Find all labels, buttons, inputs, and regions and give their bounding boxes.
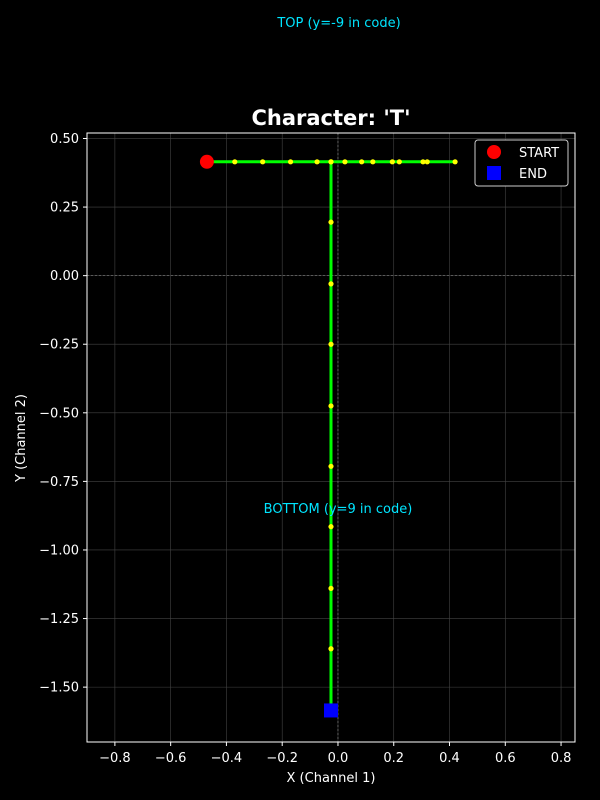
- y-tick-label: 0.00: [50, 269, 79, 284]
- stroke-point: [287, 159, 294, 165]
- x-tick-label: 0.6: [495, 751, 516, 766]
- y-tick-label: −1.25: [39, 612, 79, 627]
- y-tick-label: −0.50: [39, 406, 79, 421]
- stroke-point: [396, 159, 402, 165]
- legend-start-marker: [487, 145, 501, 159]
- endpoint-markers: [199, 154, 338, 718]
- axes-frame: [86, 132, 576, 743]
- top-annotation: TOP (y=-9 in code): [276, 16, 400, 31]
- y-tick-label: 0.50: [50, 132, 79, 147]
- legend-end-label: END: [519, 167, 547, 182]
- stroke-point: [424, 159, 430, 165]
- y-axis-ticks: 0.50 0.25 0.00 −0.25 −0.50 −0.75 −1.00 −1.25 −1.…: [39, 132, 87, 696]
- stroke-point: [389, 159, 395, 165]
- stroke-point: [328, 524, 334, 530]
- bottom-annotation: BOTTOM (y=9 in code): [264, 502, 413, 517]
- y-tick-label: −1.00: [39, 543, 79, 558]
- x-tick-label: −0.2: [266, 751, 298, 766]
- chart-title: Character: 'T': [251, 106, 410, 130]
- legend: START END: [474, 139, 569, 187]
- y-tick-label: 0.25: [50, 201, 79, 216]
- y-tick-label: −1.50: [39, 681, 79, 696]
- stroke-point: [420, 159, 426, 165]
- stroke-point: [328, 403, 334, 409]
- x-tick-label: −0.6: [155, 751, 187, 766]
- x-axis-title: X (Channel 1): [287, 771, 376, 786]
- x-axis-ticks: −0.8 −0.6 −0.4 −0.2 0.0 0.2 0.4 0.6 0.8: [99, 742, 571, 766]
- x-tick-label: 0.8: [551, 751, 572, 766]
- x-tick-label: 0.2: [383, 751, 404, 766]
- stroke-point: [452, 159, 458, 165]
- stroke-point: [370, 159, 376, 165]
- stroke-point: [328, 281, 334, 287]
- legend-end-marker: [487, 166, 501, 180]
- x-tick-label: 0.0: [328, 751, 349, 766]
- y-axis-title: Y (Channel 2): [14, 394, 29, 483]
- stroke-point: [314, 159, 320, 165]
- x-tick-label: −0.8: [99, 751, 131, 766]
- stroke-point: [359, 159, 365, 165]
- stroke-point: [260, 159, 266, 165]
- x-tick-label: −0.4: [211, 751, 243, 766]
- stroke-point: [342, 159, 348, 165]
- x-tick-label: 0.4: [439, 751, 460, 766]
- stroke-point: [328, 463, 334, 469]
- stroke-point: [328, 585, 334, 591]
- start-marker: [199, 154, 214, 169]
- stroke-point: [232, 159, 238, 165]
- y-tick-label: −0.75: [39, 475, 79, 490]
- legend-start-label: START: [519, 146, 559, 161]
- y-tick-label: −0.25: [39, 338, 79, 353]
- stroke-point: [328, 219, 334, 225]
- end-marker: [324, 703, 338, 718]
- stroke-point: [328, 159, 334, 165]
- stroke-point: [328, 341, 334, 347]
- stroke-point: [328, 646, 334, 652]
